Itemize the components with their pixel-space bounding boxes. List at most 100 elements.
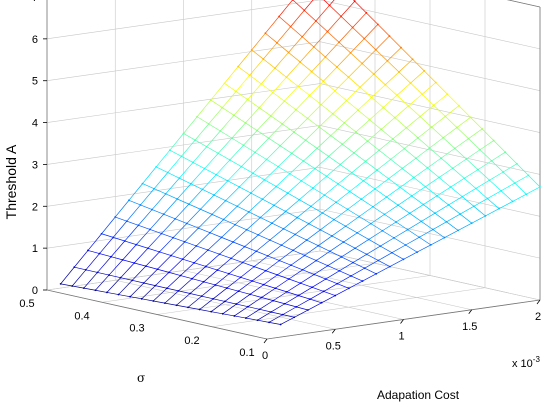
mesh-segment <box>283 217 298 230</box>
mesh-segment <box>502 171 516 184</box>
mesh-point <box>269 114 272 117</box>
mesh-segment <box>166 275 181 289</box>
mesh-segment <box>168 258 183 273</box>
mesh-segment <box>258 92 274 108</box>
mesh-point <box>290 264 292 267</box>
mesh-segment <box>106 277 121 293</box>
mesh-segment <box>101 233 114 238</box>
mesh-segment <box>314 168 327 177</box>
mesh-segment <box>362 273 377 282</box>
mesh-point <box>225 287 228 289</box>
mesh-segment <box>192 146 207 163</box>
mesh-segment <box>192 278 204 283</box>
mesh-segment <box>514 182 527 195</box>
mesh-point <box>350 171 353 174</box>
mesh-segment <box>336 52 351 68</box>
mesh-point <box>147 247 149 250</box>
mesh-segment <box>327 31 340 43</box>
mesh-point <box>348 190 351 193</box>
mesh-segment <box>359 216 372 224</box>
mesh-segment <box>258 222 273 236</box>
mesh-segment <box>326 164 341 177</box>
mesh-segment <box>219 241 234 255</box>
mesh-segment <box>180 262 195 276</box>
mesh-segment <box>368 230 383 240</box>
mesh-point <box>202 280 205 283</box>
mesh-segment <box>242 262 255 267</box>
mesh-segment <box>390 148 405 160</box>
mesh-point <box>472 205 475 208</box>
mesh-segment <box>413 177 426 187</box>
mesh-segment <box>244 234 259 247</box>
mesh-segment <box>405 236 420 246</box>
mesh-point <box>301 268 304 271</box>
mesh-segment <box>289 160 304 175</box>
mesh-segment <box>446 221 459 231</box>
mesh-segment <box>134 262 146 267</box>
mesh-segment <box>323 0 330 6</box>
mesh-segment <box>394 105 409 118</box>
mesh-segment <box>371 84 386 98</box>
mesh-point <box>198 308 201 311</box>
mesh-segment <box>165 177 180 195</box>
mesh-segment <box>287 180 302 194</box>
mesh-segment <box>294 309 309 318</box>
mesh-segment <box>301 20 317 37</box>
mesh-point <box>422 203 425 206</box>
mesh-segment <box>322 212 335 220</box>
mesh-segment <box>276 42 289 53</box>
mesh-segment <box>393 237 406 246</box>
mesh-segment <box>74 250 89 268</box>
mesh-segment <box>245 107 260 124</box>
mesh-segment <box>141 285 156 300</box>
mesh-segment <box>163 198 178 215</box>
mesh-point <box>265 158 268 161</box>
mesh-point <box>151 208 153 211</box>
mesh-segment <box>466 149 481 160</box>
mesh-point <box>415 157 417 160</box>
mesh-segment <box>342 131 357 145</box>
mesh-segment <box>180 275 193 280</box>
mesh-segment <box>314 274 326 280</box>
mesh-segment <box>179 162 194 179</box>
mesh-point <box>320 301 323 304</box>
mesh-point <box>337 183 340 185</box>
mesh-segment <box>314 156 329 169</box>
mesh-segment <box>284 295 299 305</box>
mesh-segment <box>361 49 377 64</box>
mesh-point <box>490 159 493 162</box>
mesh-point <box>228 272 230 275</box>
mesh-segment <box>211 214 224 220</box>
mesh-segment <box>271 211 286 224</box>
mesh-point <box>297 85 299 88</box>
mesh-point <box>251 280 254 282</box>
mesh-segment <box>193 249 209 264</box>
mesh-segment <box>479 140 494 151</box>
mesh-segment <box>232 241 245 247</box>
mesh-point <box>356 231 359 234</box>
mesh-point <box>387 177 390 180</box>
mesh-segment <box>363 180 376 190</box>
mesh-point <box>342 241 345 243</box>
mesh-point <box>320 103 323 106</box>
mesh-segment <box>191 266 207 279</box>
mesh-segment <box>87 250 100 254</box>
mesh-segment <box>445 105 460 117</box>
mesh-segment <box>113 237 125 242</box>
mesh-segment <box>337 283 350 289</box>
mesh-segment <box>320 219 335 231</box>
mesh-point <box>310 70 313 73</box>
mesh-segment <box>270 303 285 313</box>
mesh-segment <box>309 81 324 96</box>
mesh-point <box>196 115 199 118</box>
mesh-segment <box>324 183 339 196</box>
mesh-segment <box>337 275 352 284</box>
x-tick-mark <box>400 319 404 324</box>
mesh-segment <box>108 274 121 279</box>
mesh-point <box>463 177 466 180</box>
mesh-segment <box>176 304 189 308</box>
mesh-segment <box>257 311 272 321</box>
mesh-segment <box>427 167 440 178</box>
surface-mesh <box>59 0 541 326</box>
mesh-segment <box>348 280 363 289</box>
